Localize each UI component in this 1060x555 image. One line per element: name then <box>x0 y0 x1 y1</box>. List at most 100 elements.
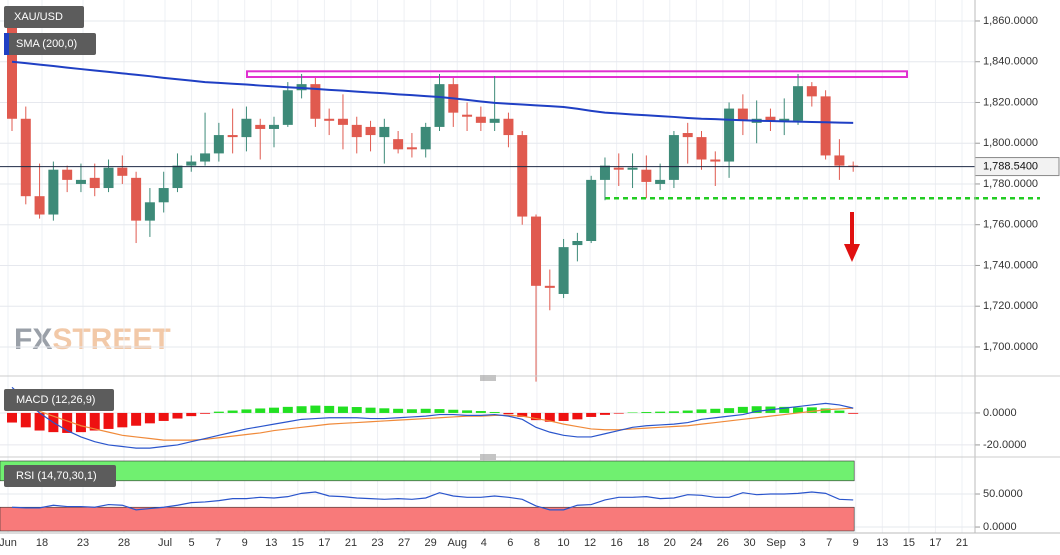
candle-body <box>337 118 348 125</box>
x-tick-label: 20 <box>664 537 676 549</box>
candle-body <box>117 167 128 176</box>
histogram-bar <box>337 406 348 413</box>
x-tick-label: 17 <box>318 537 330 549</box>
candle-body <box>7 25 17 119</box>
legend-label: RSI (14,70,30,1) <box>16 470 97 482</box>
x-tick-label: 13 <box>876 537 888 549</box>
histogram-bar <box>296 406 307 413</box>
legend-swatch <box>4 33 9 55</box>
x-tick-label: 15 <box>292 537 304 549</box>
candle-body <box>655 179 666 184</box>
candle-body <box>213 135 224 154</box>
candle-body <box>820 96 831 156</box>
candle-body <box>599 165 610 180</box>
histogram-bar <box>379 408 390 413</box>
histogram-bar <box>227 410 238 413</box>
histogram-bar <box>517 412 528 417</box>
watermark: FXSTREET <box>14 323 171 356</box>
x-tick-label: 13 <box>265 537 277 549</box>
rsi-line <box>11 491 854 511</box>
candle-body <box>779 118 790 121</box>
histogram-bar <box>324 405 335 413</box>
x-tick-label: 30 <box>743 537 755 549</box>
candle-body <box>227 135 238 138</box>
y-tick-label: 0.0000 <box>983 521 1017 533</box>
x-tick-label: 8 <box>534 537 540 549</box>
x-tick-label: 18 <box>637 537 649 549</box>
y-tick-label: 0.0000 <box>983 407 1017 419</box>
candle-body <box>241 118 252 138</box>
histogram-bar <box>172 412 183 419</box>
x-tick-label: 29 <box>425 537 437 549</box>
watermark-part: STREET <box>52 323 170 356</box>
legend-box <box>4 389 114 411</box>
histogram-bar <box>806 407 817 413</box>
x-tick-label: 12 <box>584 537 596 549</box>
legend-label: SMA (200,0) <box>16 38 77 50</box>
histogram-bar <box>572 412 583 420</box>
histogram-bar <box>269 407 280 413</box>
x-tick-label: 18 <box>36 537 48 549</box>
candle-body <box>682 133 693 138</box>
histogram-bar <box>75 412 86 433</box>
x-tick-label: 6 <box>507 537 513 549</box>
candle-body <box>172 165 183 189</box>
candle-body <box>613 167 624 170</box>
histogram-bar <box>655 411 666 413</box>
histogram-bar <box>282 406 293 413</box>
histogram-bar <box>462 410 473 413</box>
histogram-bar <box>420 408 431 413</box>
sma-line <box>11 60 854 124</box>
candle-body <box>89 177 100 189</box>
candle-body <box>144 202 155 221</box>
candle-body <box>255 124 266 129</box>
candle-body <box>379 126 390 138</box>
signal-line <box>11 404 854 441</box>
histogram-bar <box>213 411 224 413</box>
candle-body <box>75 179 86 184</box>
candle-body <box>20 118 31 197</box>
x-tick-label: 7 <box>215 537 221 549</box>
candle-body <box>282 90 293 125</box>
candle-body <box>186 161 197 166</box>
candle-body <box>48 169 59 215</box>
candle-body <box>531 216 542 286</box>
histogram-bar <box>89 412 100 431</box>
histogram-bar <box>200 412 211 414</box>
macd-line <box>11 386 854 449</box>
candle-body <box>475 116 486 123</box>
candle-body <box>269 124 280 129</box>
candle-body <box>558 247 569 294</box>
resistance-zone <box>246 70 908 79</box>
candle-body <box>793 86 804 121</box>
x-tick-label: Jul <box>158 537 172 549</box>
candle-body <box>34 196 45 215</box>
candle-body <box>324 118 335 121</box>
histogram-bar <box>696 409 707 413</box>
x-tick-label: 21 <box>345 537 357 549</box>
x-tick-label: 9 <box>242 537 248 549</box>
candle-body <box>462 114 473 117</box>
x-tick-label: Sep <box>766 537 786 549</box>
candle-body <box>668 135 679 180</box>
histogram-bar <box>558 412 569 421</box>
resize-handle[interactable] <box>480 375 496 460</box>
candle-body <box>62 169 73 180</box>
candle-body <box>131 177 142 221</box>
histogram-bar <box>751 406 762 413</box>
x-tick-label: 3 <box>800 537 806 549</box>
histogram-bar <box>103 412 114 429</box>
histogram-bar <box>186 412 197 417</box>
histogram-bar <box>834 410 845 413</box>
y-tick-label: 1,820.0000 <box>983 96 1038 108</box>
histogram-bar <box>62 412 73 433</box>
histogram-bar <box>351 407 362 413</box>
histogram-bar <box>406 409 417 413</box>
histogram-bar <box>641 411 652 413</box>
candle-body <box>765 116 776 121</box>
histogram-bar <box>613 412 624 414</box>
candle-body <box>710 159 721 162</box>
candle-body <box>737 108 748 121</box>
candle-body <box>517 135 528 217</box>
histogram-bar <box>724 408 735 413</box>
